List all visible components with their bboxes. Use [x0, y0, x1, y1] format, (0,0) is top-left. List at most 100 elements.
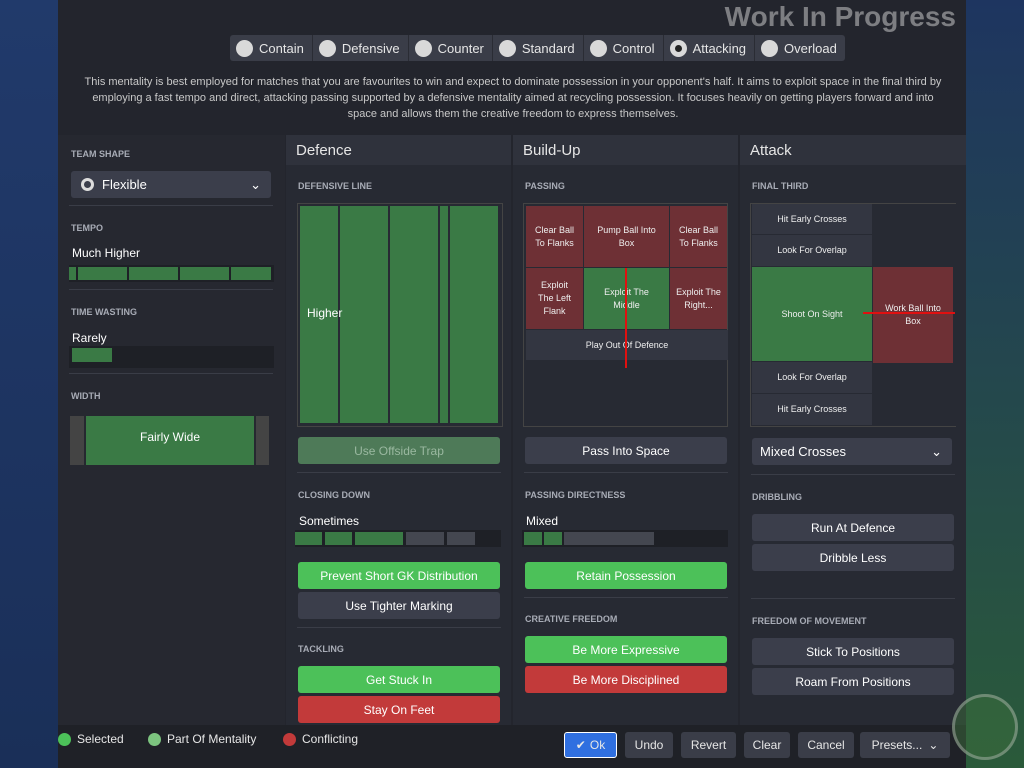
roam-from-positions-button[interactable]: Roam From Positions — [752, 668, 954, 695]
defence-title: Defence — [286, 135, 511, 165]
presets-dropdown[interactable]: Presets... ⌄ — [860, 732, 950, 758]
dribble-less-button[interactable]: Dribble Less — [752, 544, 954, 571]
hit-early-crosses-bottom-cell[interactable]: Hit Early Crosses — [752, 394, 872, 425]
offside-trap-button[interactable]: Use Offside Trap — [298, 437, 500, 464]
undo-button[interactable]: Undo — [625, 732, 673, 758]
radio-icon — [318, 39, 336, 57]
dribbling-label: DRIBBLING — [752, 492, 802, 502]
mentality-label: Attacking — [692, 40, 747, 56]
mentality-label: Defensive — [341, 40, 400, 56]
tempo-label: TEMPO — [71, 223, 104, 233]
run-at-defence-button[interactable]: Run At Defence — [752, 514, 954, 541]
passing-directness-slider[interactable] — [522, 530, 728, 547]
overlap-bottom-cell[interactable]: Look For Overlap — [752, 362, 872, 393]
check-icon: ✔ — [575, 738, 586, 752]
legend-label: Selected — [77, 732, 124, 746]
time-wasting-value: Rarely — [72, 331, 107, 345]
mentality-label: Overload — [784, 40, 837, 56]
cancel-button[interactable]: Cancel — [798, 732, 854, 758]
time-wasting-slider[interactable] — [69, 346, 274, 368]
background-left — [0, 0, 58, 768]
legend-label: Part Of Mentality — [167, 732, 257, 746]
closing-down-value: Sometimes — [299, 514, 360, 528]
team-shape-dropdown[interactable]: Flexible ⌄ — [71, 171, 271, 198]
tempo-slider[interactable] — [69, 265, 274, 282]
mentality-selector: Contain Defensive Counter Standard Contr… — [230, 35, 845, 61]
get-stuck-in-button[interactable]: Get Stuck In — [298, 666, 500, 693]
radio-icon — [414, 39, 432, 57]
legend-part-of-mentality: Part Of Mentality — [148, 732, 256, 746]
buildup-title: Build-Up — [513, 135, 738, 165]
shoot-on-sight-cell[interactable]: Shoot On Sight — [752, 267, 872, 361]
defence-column: Defence DEFENSIVE LINE Higher Use Offsid… — [286, 135, 511, 725]
radio-icon — [589, 39, 607, 57]
mentality-standard[interactable]: Standard — [493, 35, 584, 61]
radio-selected-icon — [669, 39, 687, 57]
freedom-of-movement-label: FREEDOM OF MOVEMENT — [752, 616, 867, 626]
sports-interactive-logo — [952, 694, 1018, 760]
hit-early-crosses-top-cell[interactable]: Hit Early Crosses — [752, 204, 872, 234]
conflicting-dot-icon — [283, 732, 296, 746]
radio-icon — [236, 39, 253, 57]
general-column: TEAM SHAPE Flexible ⌄ TEMPO Much Higher T… — [58, 135, 285, 725]
crosses-dropdown[interactable]: Mixed Crosses ⌄ — [752, 438, 952, 465]
background-right — [966, 0, 1024, 768]
mentality-counter[interactable]: Counter — [409, 35, 493, 61]
legend-selected: Selected — [58, 732, 124, 746]
attack-title: Attack — [740, 135, 966, 165]
work-ball-into-box-cell[interactable]: Work Ball Into Box — [873, 267, 953, 363]
chevron-down-icon: ⌄ — [931, 443, 942, 459]
tackling-label: TACKLING — [298, 644, 344, 654]
be-more-disciplined-button[interactable]: Be More Disciplined — [525, 666, 727, 693]
mentality-overload[interactable]: Overload — [755, 35, 845, 61]
ok-label: Ok — [589, 738, 606, 752]
defensive-line-value: Higher — [307, 306, 343, 320]
overlap-top-cell[interactable]: Look For Overlap — [752, 235, 872, 266]
mentality-defensive[interactable]: Defensive — [313, 35, 409, 61]
selected-dot-icon — [58, 732, 71, 746]
width-pitch-slider[interactable]: Fairly Wide — [70, 416, 270, 465]
radio-icon — [498, 39, 516, 57]
chevron-down-icon: ⌄ — [928, 738, 939, 752]
passing-directness-label: PASSING DIRECTNESS — [525, 490, 626, 500]
time-wasting-label: TIME WASTING — [71, 307, 137, 317]
crosses-value: Mixed Crosses — [760, 444, 846, 459]
width-label: WIDTH — [71, 391, 101, 401]
stick-to-positions-button[interactable]: Stick To Positions — [752, 638, 954, 665]
closing-down-label: CLOSING DOWN — [298, 490, 370, 500]
exploit-right-cell[interactable]: Exploit The Right... — [670, 268, 727, 329]
exploit-left-cell[interactable]: Exploit The Left Flank — [526, 268, 583, 329]
closing-down-slider[interactable] — [295, 530, 501, 547]
mentality-label: Contain — [259, 40, 304, 56]
mentality-control[interactable]: Control — [584, 35, 664, 61]
passing-pitch: Clear Ball To Flanks Pump Ball Into Box … — [523, 203, 728, 427]
creative-freedom-label: CREATIVE FREEDOM — [525, 614, 618, 624]
legend-conflicting: Conflicting — [283, 732, 358, 746]
passing-directness-value: Mixed — [526, 514, 559, 528]
defensive-line-pitch[interactable]: Higher — [297, 203, 503, 427]
width-value: Fairly Wide — [139, 430, 200, 444]
mentality-label: Counter — [437, 40, 484, 56]
clear-ball-left-cell[interactable]: Clear Ball To Flanks — [526, 206, 583, 267]
arrow-right-icon — [863, 312, 955, 314]
prevent-short-gk-button[interactable]: Prevent Short GK Distribution — [298, 562, 500, 589]
clear-ball-right-cell[interactable]: Clear Ball To Flanks — [670, 206, 727, 267]
mentality-contain[interactable]: Contain — [230, 35, 313, 61]
tactics-instructions-modal: Contain Defensive Counter Standard Contr… — [58, 0, 966, 768]
stay-on-feet-button[interactable]: Stay On Feet — [298, 696, 500, 723]
radio-icon — [761, 39, 779, 57]
tighter-marking-button[interactable]: Use Tighter Marking — [298, 592, 500, 619]
mentality-attacking[interactable]: Attacking — [664, 35, 756, 61]
final-third-label: FINAL THIRD — [752, 181, 809, 191]
buildup-column: Build-Up PASSING Clear Ball To Flanks Pu… — [513, 135, 738, 725]
ok-button[interactable]: ✔ Ok — [564, 732, 617, 758]
retain-possession-button[interactable]: Retain Possession — [525, 562, 727, 589]
pump-ball-cell[interactable]: Pump Ball Into Box — [584, 206, 669, 267]
work-in-progress-watermark: Work In Progress — [724, 1, 956, 32]
play-out-defence-cell[interactable]: Play Out Of Defence — [526, 330, 728, 360]
team-shape-value: Flexible — [102, 177, 147, 192]
pass-into-space-button[interactable]: Pass Into Space — [525, 437, 727, 464]
clear-button[interactable]: Clear — [744, 732, 790, 758]
revert-button[interactable]: Revert — [681, 732, 736, 758]
be-more-expressive-button[interactable]: Be More Expressive — [525, 636, 727, 663]
